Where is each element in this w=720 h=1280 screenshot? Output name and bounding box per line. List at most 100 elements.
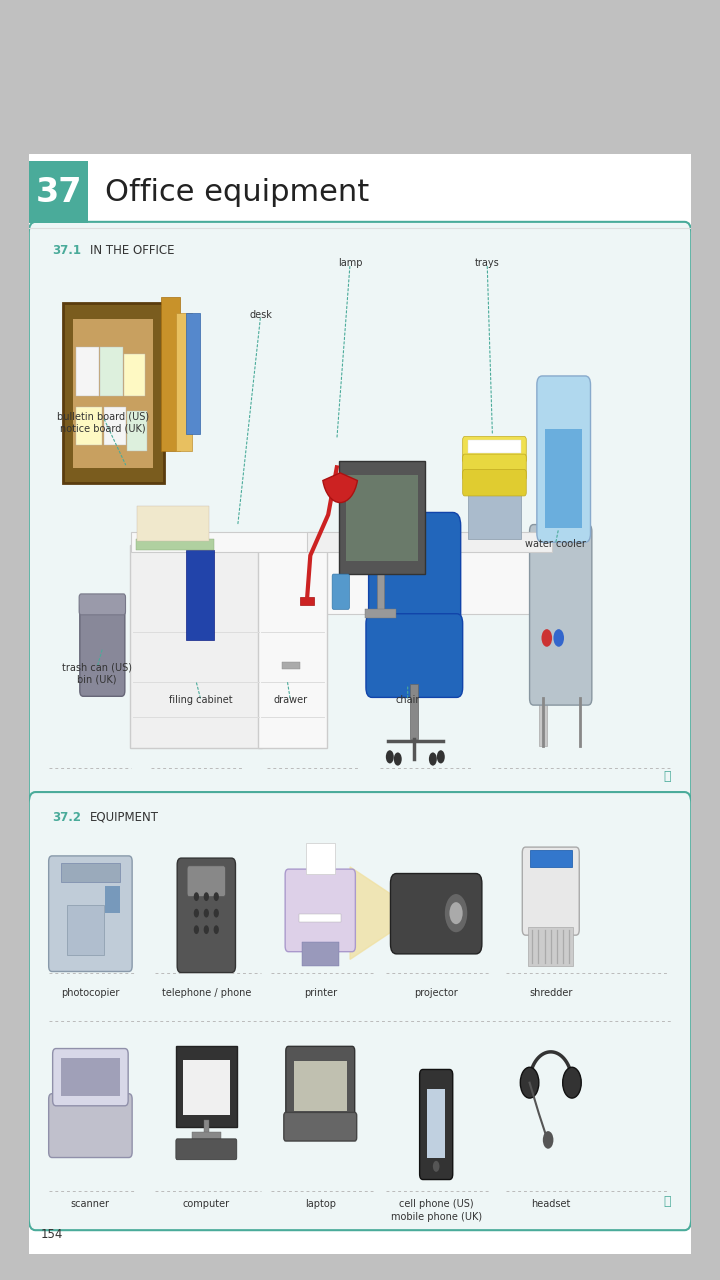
FancyBboxPatch shape [463, 454, 526, 480]
FancyBboxPatch shape [463, 470, 526, 495]
Text: Office equipment: Office equipment [105, 178, 369, 206]
FancyBboxPatch shape [390, 873, 482, 954]
FancyBboxPatch shape [285, 869, 356, 951]
Circle shape [543, 1132, 554, 1148]
Circle shape [394, 753, 402, 765]
FancyBboxPatch shape [187, 865, 225, 896]
FancyBboxPatch shape [463, 436, 526, 463]
Text: water cooler: water cooler [525, 539, 586, 549]
Circle shape [429, 753, 437, 765]
Text: telephone / phone: telephone / phone [161, 988, 251, 998]
FancyBboxPatch shape [420, 1070, 453, 1180]
Circle shape [194, 892, 199, 901]
Text: EQUIPMENT: EQUIPMENT [90, 812, 158, 824]
Bar [300, 598, 314, 605]
Text: IN THE OFFICE: IN THE OFFICE [90, 244, 174, 257]
Bar [192, 1133, 221, 1142]
FancyBboxPatch shape [284, 1112, 356, 1140]
FancyBboxPatch shape [530, 525, 592, 705]
Bar [76, 407, 102, 445]
Circle shape [204, 925, 209, 934]
FancyBboxPatch shape [177, 858, 235, 973]
Circle shape [437, 750, 445, 763]
Circle shape [204, 892, 209, 901]
FancyBboxPatch shape [130, 545, 262, 748]
Bar [546, 429, 582, 527]
Text: 37.2: 37.2 [52, 812, 81, 824]
Bar [528, 928, 573, 966]
Bar [307, 605, 315, 746]
Bar [127, 411, 148, 451]
Text: 37.1: 37.1 [52, 244, 81, 257]
Bar [410, 685, 418, 740]
Bar [346, 475, 418, 561]
Circle shape [449, 902, 463, 924]
Bar [161, 297, 180, 451]
Bar [530, 850, 572, 867]
Bar [427, 1089, 446, 1157]
Text: photocopier: photocopier [61, 988, 120, 998]
FancyBboxPatch shape [53, 1048, 128, 1106]
Circle shape [554, 630, 564, 646]
FancyBboxPatch shape [29, 792, 691, 1230]
Bar [539, 605, 546, 746]
FancyBboxPatch shape [332, 575, 349, 609]
FancyBboxPatch shape [49, 1093, 132, 1157]
Circle shape [194, 925, 199, 934]
Bar [186, 550, 215, 640]
Text: shredder: shredder [529, 988, 572, 998]
FancyBboxPatch shape [176, 1139, 237, 1160]
Bar [100, 347, 123, 396]
Bar [176, 314, 192, 451]
Circle shape [433, 1161, 439, 1172]
FancyBboxPatch shape [63, 303, 164, 483]
FancyBboxPatch shape [537, 376, 590, 543]
Circle shape [444, 893, 468, 933]
FancyBboxPatch shape [369, 512, 461, 649]
FancyBboxPatch shape [79, 594, 125, 614]
Text: trays: trays [474, 259, 500, 269]
FancyBboxPatch shape [258, 545, 327, 748]
Text: bulletin board (US)
notice board (UK): bulletin board (US) notice board (UK) [57, 411, 149, 434]
Bar [299, 914, 341, 922]
Circle shape [204, 909, 209, 918]
Text: 154: 154 [41, 1228, 63, 1242]
Text: cell phone (US)
mobile phone (UK): cell phone (US) mobile phone (UK) [391, 1199, 482, 1221]
Bar [307, 548, 552, 613]
Circle shape [214, 925, 219, 934]
Text: projector: projector [414, 988, 458, 998]
FancyBboxPatch shape [339, 461, 425, 575]
Text: chair: chair [395, 695, 420, 705]
Circle shape [194, 909, 199, 918]
FancyBboxPatch shape [49, 856, 132, 972]
Bar [183, 1060, 230, 1115]
Text: printer: printer [304, 988, 337, 998]
Bar [104, 407, 126, 445]
FancyBboxPatch shape [80, 603, 125, 696]
Bar [307, 532, 552, 552]
FancyBboxPatch shape [29, 221, 691, 809]
Bar [204, 1120, 209, 1133]
Text: laptop: laptop [305, 1199, 336, 1210]
Bar [124, 355, 145, 396]
Text: trash can (US)
bin (UK): trash can (US) bin (UK) [62, 662, 132, 685]
Bar [73, 319, 153, 468]
Circle shape [563, 1068, 581, 1098]
Circle shape [541, 630, 552, 646]
Text: lamp: lamp [338, 259, 362, 269]
Bar [294, 1061, 347, 1111]
Bar [60, 863, 120, 882]
Circle shape [214, 892, 219, 901]
Text: headset: headset [531, 1199, 570, 1210]
Text: desk: desk [249, 310, 272, 320]
Circle shape [386, 750, 394, 763]
Text: filing cabinet: filing cabinet [169, 695, 233, 705]
Circle shape [214, 909, 219, 918]
Bar [302, 942, 339, 966]
Bar [282, 662, 300, 668]
Bar [138, 506, 209, 541]
Wedge shape [323, 472, 357, 503]
FancyBboxPatch shape [176, 1046, 237, 1126]
Bar [306, 842, 335, 873]
Bar [105, 886, 120, 913]
